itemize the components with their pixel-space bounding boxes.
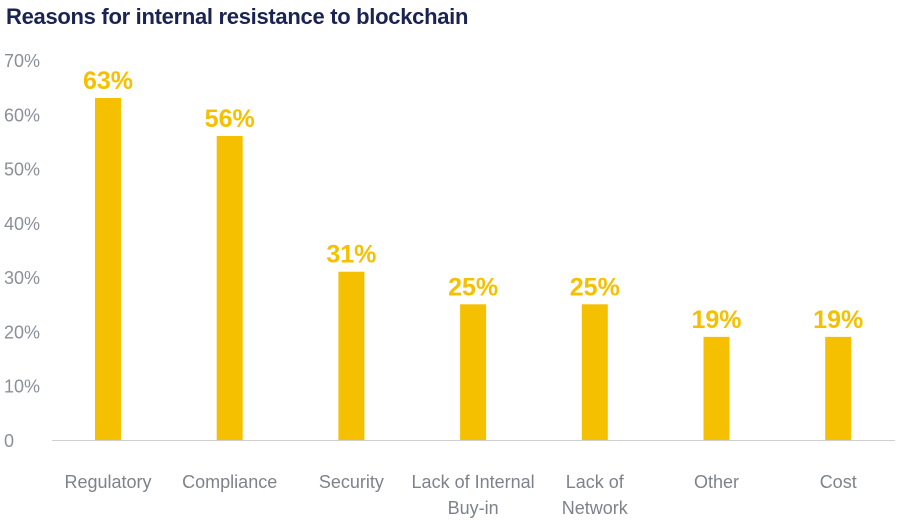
y-tick-label: 10% — [4, 377, 40, 397]
x-tick-label: Regulatory — [64, 472, 151, 492]
bar — [825, 336, 852, 440]
data-label: 25% — [448, 273, 498, 301]
x-tick-label: Lack of Internal — [412, 472, 535, 492]
data-label: 56% — [205, 105, 255, 133]
bar — [216, 136, 243, 440]
x-tick-label: Network — [562, 498, 629, 518]
chart-title: Reasons for internal resistance to block… — [6, 4, 469, 29]
data-label: 19% — [813, 306, 863, 334]
bar — [460, 304, 487, 440]
y-tick-label: 0 — [4, 431, 14, 451]
y-tick-label: 20% — [4, 322, 40, 342]
bar — [581, 304, 608, 440]
y-tick-label: 40% — [4, 214, 40, 234]
data-label: 31% — [326, 241, 376, 269]
bar — [703, 336, 730, 440]
bar — [338, 271, 365, 440]
x-axis-labels: Regulatory Compliance Security Lack of Inte… — [64, 472, 856, 518]
x-tick-label: Security — [319, 472, 384, 492]
bar — [95, 98, 121, 440]
x-tick-label: Other — [694, 472, 739, 492]
data-label: 19% — [691, 306, 741, 334]
y-tick-label: 60% — [4, 105, 40, 125]
y-axis: 0 10% 20% 30% 40% 50% 60% 70% — [4, 51, 40, 451]
x-tick-label: Compliance — [182, 472, 277, 492]
y-tick-label: 30% — [4, 268, 40, 288]
x-tick-label: Cost — [820, 472, 857, 492]
data-labels: 63% 56% 31% 25% 25% 19% 19% — [83, 67, 863, 334]
data-label: 25% — [570, 273, 620, 301]
x-tick-label: Buy-in — [448, 498, 499, 518]
y-tick-label: 70% — [4, 51, 40, 71]
x-tick-label: Lack of — [566, 472, 625, 492]
y-tick-label: 50% — [4, 160, 40, 180]
data-label: 63% — [83, 67, 133, 95]
bars — [95, 98, 852, 440]
